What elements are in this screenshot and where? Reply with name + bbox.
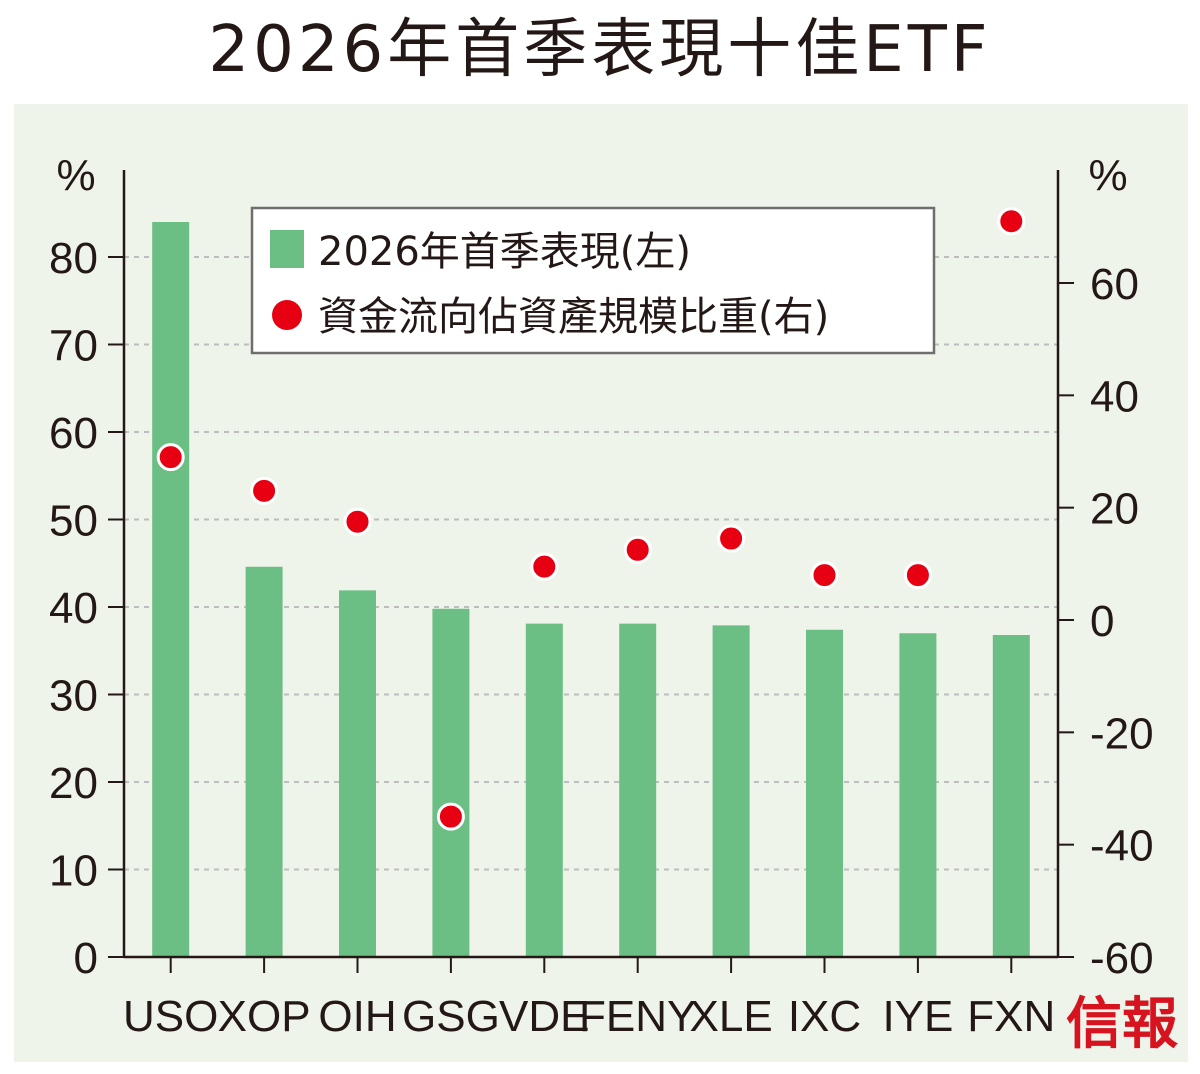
flow-dot: [436, 802, 465, 831]
flow-dot: [343, 507, 372, 536]
flow-dot: [903, 561, 932, 590]
bar: [245, 566, 283, 957]
left-tick-label: 0: [74, 934, 98, 983]
bar: [992, 635, 1030, 957]
right-tick-label: -40: [1090, 822, 1154, 871]
right-axis-unit: %: [1088, 151, 1127, 200]
left-tick-label: 50: [49, 497, 98, 546]
x-tick-label: GSG: [402, 992, 500, 1041]
x-tick-label: IXC: [788, 992, 861, 1041]
bar: [806, 629, 843, 957]
right-tick-label: 40: [1090, 372, 1139, 421]
right-tick-label: 0: [1090, 597, 1114, 646]
flow-dot: [530, 552, 559, 581]
x-tick-label: USO: [123, 992, 218, 1041]
bar: [899, 633, 937, 957]
left-tick-label: 10: [49, 847, 98, 896]
legend-label-dots: 資金流向佔資產規模比重(右): [318, 294, 829, 340]
x-tick-label: IYE: [882, 992, 953, 1041]
x-tick-label: XLE: [690, 992, 773, 1041]
legend-dot-swatch: [272, 300, 302, 330]
brand-logo: 信報: [1066, 991, 1178, 1057]
flow-dot: [250, 476, 279, 505]
legend-bar-swatch: [270, 230, 304, 268]
chart-title: 2026年首季表現十佳ETF: [0, 0, 1200, 100]
left-tick-label: 80: [49, 234, 98, 283]
x-tick-label: XOP: [218, 992, 311, 1041]
left-tick-label: 70: [49, 322, 98, 371]
flow-dot: [717, 524, 746, 553]
legend-box: [250, 206, 936, 355]
right-tick-label: 20: [1090, 485, 1139, 534]
left-axis-unit: %: [56, 151, 95, 200]
bar: [432, 608, 470, 957]
x-tick-label: FENY: [579, 992, 696, 1041]
flow-dot: [997, 207, 1026, 236]
left-tick-label: 40: [49, 584, 98, 633]
legend-label-bars: 2026年首季表現(左): [318, 229, 691, 275]
x-tick-label: VDE: [499, 992, 589, 1041]
bar: [619, 623, 657, 957]
bar: [152, 222, 190, 957]
x-tick-label: OIH: [318, 992, 396, 1041]
left-tick-label: 30: [49, 672, 98, 721]
right-tick-label: -20: [1090, 709, 1154, 758]
bar: [339, 590, 376, 957]
flow-dot: [810, 561, 839, 590]
bar: [712, 625, 750, 957]
x-tick-label: FXN: [967, 992, 1055, 1041]
left-tick-label: 60: [49, 409, 98, 458]
left-tick-label: 20: [49, 759, 98, 808]
flow-dot: [623, 535, 652, 564]
right-tick-label: -60: [1090, 934, 1154, 983]
flow-dot: [156, 443, 185, 472]
right-tick-label: 60: [1090, 260, 1139, 309]
bar: [525, 623, 563, 957]
